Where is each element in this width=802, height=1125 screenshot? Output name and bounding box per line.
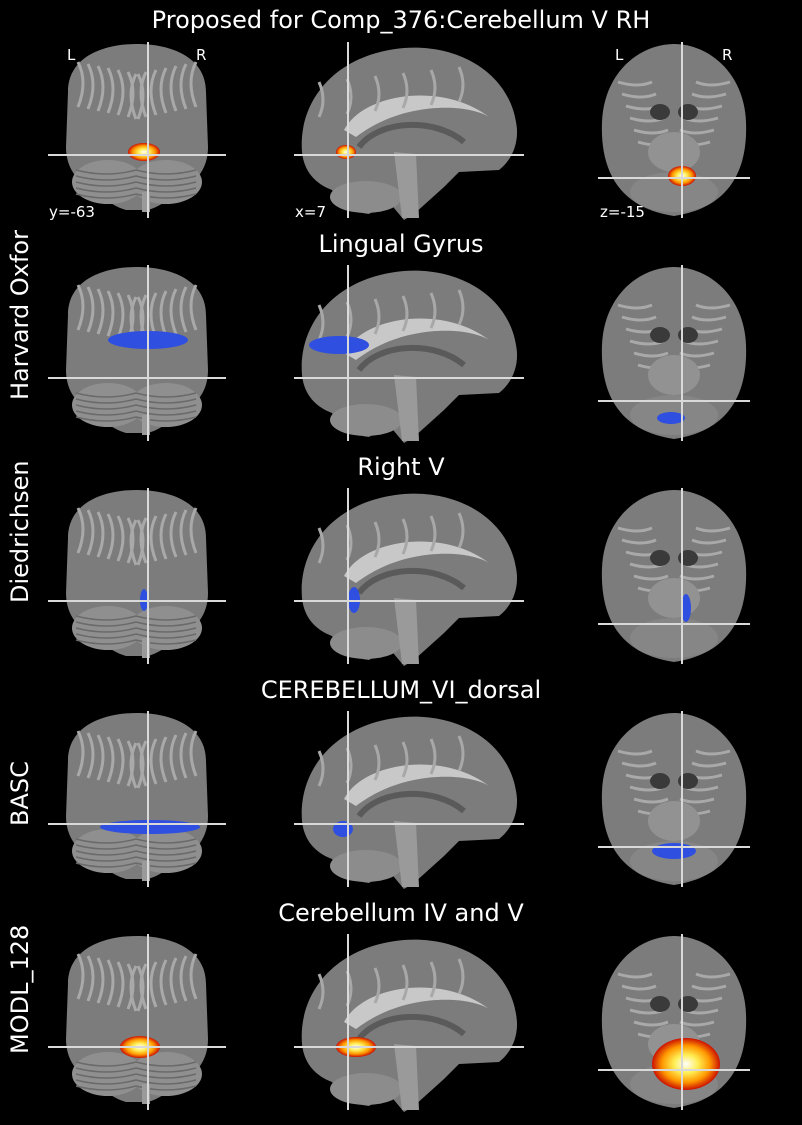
- sagittal-slice: [301, 47, 518, 220]
- axial-slice: [601, 713, 747, 885]
- axial-view-row-0: [598, 42, 750, 218]
- atlas-region: [309, 336, 369, 354]
- sagittal-slice: [301, 270, 518, 443]
- coronal-view-row-1: [48, 265, 226, 441]
- sagittal-view-row-4: [294, 934, 524, 1112]
- sagittal-slice: [301, 493, 518, 666]
- coord-sagittal: x=7: [295, 203, 326, 221]
- row-label-modl: MODL_128: [6, 924, 34, 1054]
- coronal-view-row-4: [48, 934, 226, 1110]
- axial-slice: [601, 44, 747, 216]
- coronal-slice: [66, 713, 208, 881]
- row-label-basc: BASC: [6, 761, 34, 826]
- coronal-view-row-2: [48, 488, 226, 664]
- row-label-diedrichsen: Diedrichsen: [6, 460, 34, 603]
- sagittal-view-row-3: [294, 711, 524, 889]
- coord-coronal: y=-63: [49, 203, 95, 221]
- orient-left-coronal: L: [67, 46, 76, 64]
- coronal-slice: [66, 936, 208, 1104]
- row-label-harvard-oxford: Harvard Oxford: [8, 230, 32, 400]
- atlas-region: [657, 412, 685, 424]
- sagittal-view-row-0: [294, 42, 524, 220]
- row-title-harvard-oxford: Lingual Gyrus: [318, 230, 484, 258]
- coronal-slice: [66, 267, 208, 435]
- atlas-region: [681, 594, 691, 622]
- row-title-modl: Cerebellum IV and V: [278, 899, 524, 927]
- atlas-region: [652, 843, 696, 859]
- orient-left-axial: L: [615, 46, 624, 64]
- axial-view-row-2: [598, 488, 750, 664]
- coronal-view-row-0: [48, 42, 226, 218]
- component-activation: [652, 1038, 720, 1090]
- sagittal-slice: [301, 939, 518, 1112]
- orient-right-axial: R: [722, 46, 733, 64]
- coord-axial: z=-15: [600, 203, 645, 221]
- axial-slice: [601, 267, 747, 439]
- coronal-slice: [66, 490, 208, 658]
- coronal-slice: [66, 44, 208, 212]
- sagittal-view-row-2: [294, 488, 524, 666]
- component-activation: [336, 145, 356, 159]
- sagittal-slice: [301, 716, 518, 889]
- sagittal-view-row-1: [294, 265, 524, 443]
- axial-view-row-3: [598, 711, 750, 887]
- component-activation: [128, 143, 160, 161]
- axial-slice: [601, 490, 747, 662]
- coronal-view-row-3: [48, 711, 226, 887]
- axial-view-row-4: [598, 934, 750, 1110]
- row-title-basc: CEREBELLUM_VI_dorsal: [260, 676, 542, 704]
- axial-view-row-1: [598, 265, 750, 441]
- row-title-diedrichsen: Right V: [357, 453, 445, 481]
- orient-right-coronal: R: [196, 46, 207, 64]
- atlas-region: [100, 820, 200, 834]
- figure-title: Proposed for Comp_376:Cerebellum V RH: [151, 6, 651, 34]
